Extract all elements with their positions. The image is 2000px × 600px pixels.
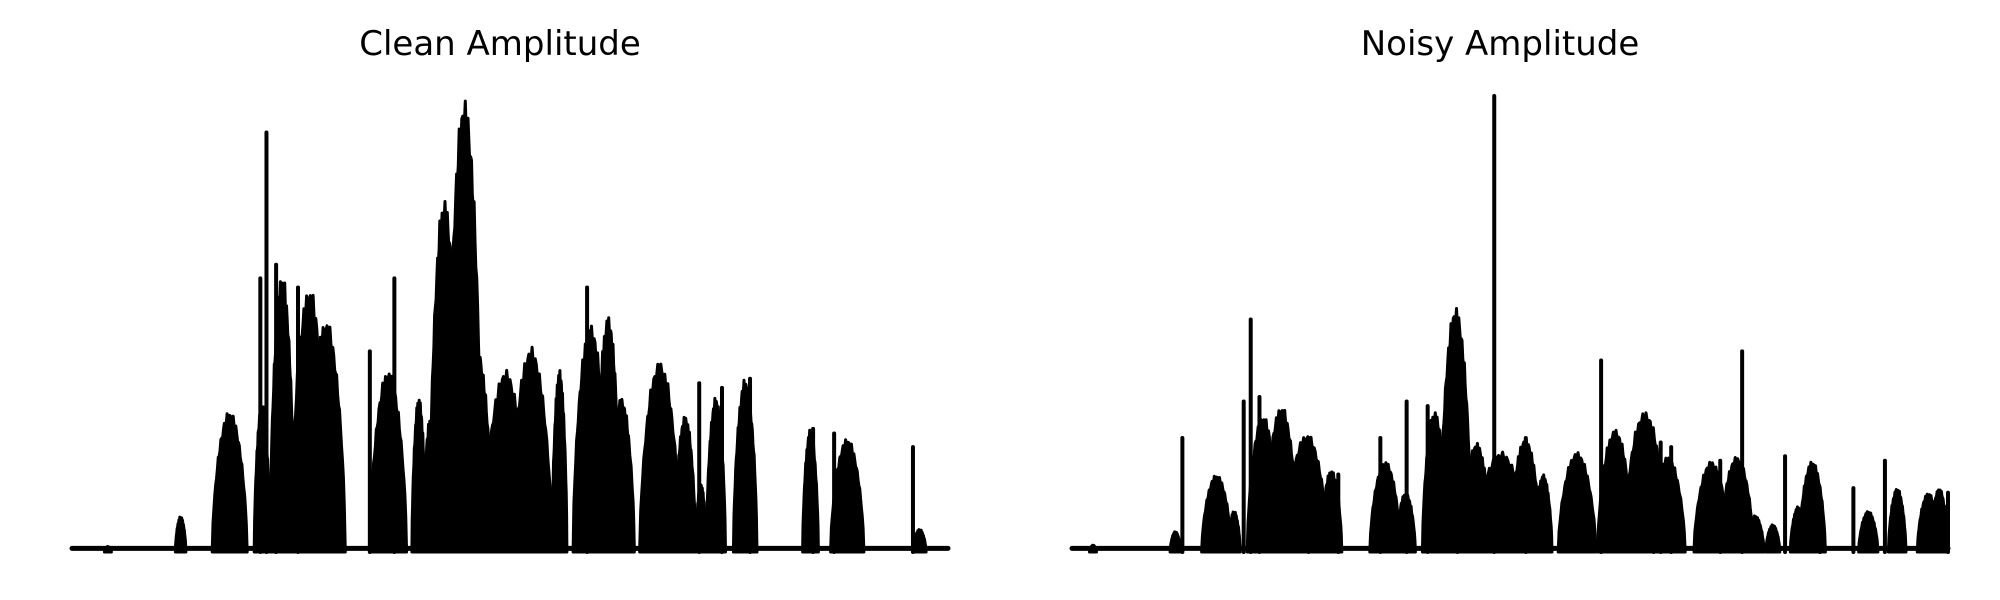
amplitude-segment (1886, 488, 1908, 554)
amplitude-segment (1857, 510, 1880, 554)
amplitude-segment (1556, 451, 1598, 554)
clean-amplitude-plot (69, 99, 951, 554)
amplitude-segment (829, 438, 866, 554)
panel-clean-amplitude: Clean Amplitude (69, 24, 951, 554)
amplitude-segment (1533, 473, 1554, 554)
amplitude-segment (911, 528, 928, 554)
amplitude-segment (1718, 456, 1755, 554)
amplitude-segment (1168, 530, 1183, 554)
amplitude-segment (368, 372, 409, 554)
amplitude-segment (731, 378, 759, 554)
amplitude-segment (1368, 461, 1402, 554)
amplitude-segment (210, 412, 249, 554)
chart-title-clean: Clean Amplitude (359, 24, 641, 64)
amplitude-segment (1088, 543, 1098, 554)
panel-noisy-amplitude: Noisy Amplitude (1000, 0, 2000, 600)
amplitude-segment (102, 545, 113, 554)
amplitude-segment (1745, 514, 1766, 554)
amplitude-segment (173, 515, 188, 554)
amplitude-segment (1764, 523, 1782, 554)
amplitude-segment (638, 362, 682, 554)
noisy-amplitude-plot (1069, 94, 1951, 554)
amplitude-segment (550, 369, 569, 554)
chart-title-noisy: Noisy Amplitude (1360, 24, 1640, 64)
amplitude-segment (305, 324, 347, 554)
amplitude-segment (673, 415, 698, 554)
amplitude-segment (606, 397, 636, 554)
amplitude-segment (1929, 488, 1950, 554)
amplitude-segment (801, 428, 820, 554)
amplitude-segment (1200, 474, 1233, 554)
amplitude-segment (1226, 510, 1242, 554)
amplitude-segment (508, 345, 554, 554)
